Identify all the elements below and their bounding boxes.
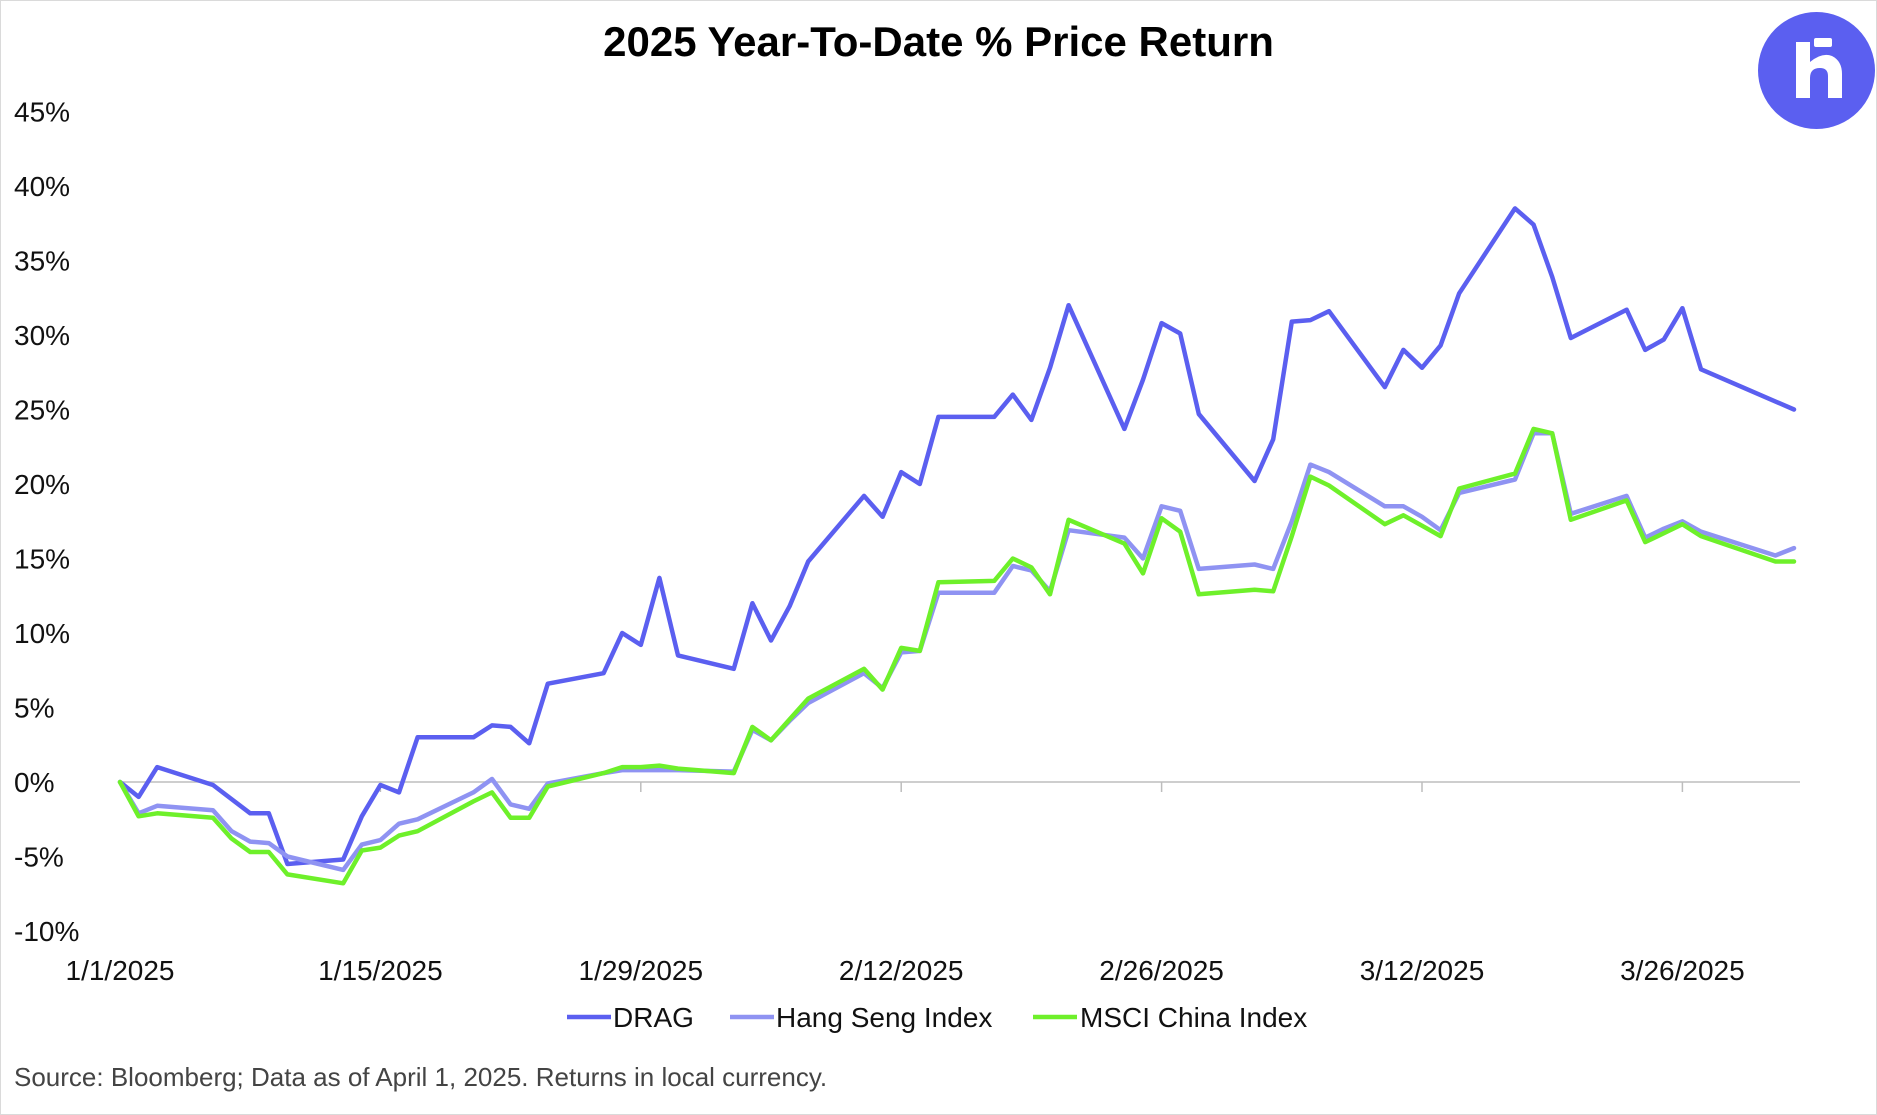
y-tick-label: 35%	[14, 246, 70, 277]
y-tick-label: 25%	[14, 395, 70, 426]
legend-label: Hang Seng Index	[776, 1002, 992, 1033]
y-tick-label: -10%	[14, 916, 79, 947]
y-tick-label: 30%	[14, 320, 70, 351]
series-line-hang-seng-index	[117, 431, 1797, 873]
x-tick-label: 3/12/2025	[1360, 955, 1485, 986]
y-tick-label: 40%	[14, 171, 70, 202]
legend-label: DRAG	[613, 1002, 694, 1033]
y-tick-label: 20%	[14, 469, 70, 500]
chart-title: 2025 Year-To-Date % Price Return	[603, 18, 1274, 65]
series-lines	[117, 206, 1797, 886]
y-tick-label: 45%	[14, 97, 70, 128]
y-tick-label: 10%	[14, 618, 70, 649]
source-note: Source: Bloomberg; Data as of April 1, 2…	[14, 1062, 828, 1092]
r-letter-logo-icon	[1758, 12, 1875, 129]
legend: DRAG Hang Seng Index MSCI China Index	[567, 1002, 1307, 1033]
x-axis: 1/1/2025 1/15/2025 1/29/2025 2/12/2025 2/26/…	[66, 781, 1800, 986]
y-tick-label: 5%	[14, 693, 54, 724]
y-axis-tick-labels: 45% 40% 35% 30% 25% 20% 15% 10% 5% 0% -5% -10%	[14, 97, 79, 948]
x-tick-label: 1/15/2025	[318, 955, 443, 986]
x-tick-label: 3/26/2025	[1620, 955, 1745, 986]
series-line-drag	[117, 206, 1797, 867]
legend-label: MSCI China Index	[1080, 1002, 1307, 1033]
x-tick-label: 2/26/2025	[1099, 955, 1224, 986]
y-tick-label: 15%	[14, 544, 70, 575]
y-tick-label: 0%	[14, 767, 54, 798]
x-tick-label: 1/29/2025	[579, 955, 704, 986]
x-tick-label: 2/12/2025	[839, 955, 964, 986]
y-tick-label: -5%	[14, 842, 64, 873]
series-line-msci-china-index	[117, 426, 1797, 886]
x-tick-label: 1/1/2025	[66, 955, 175, 986]
